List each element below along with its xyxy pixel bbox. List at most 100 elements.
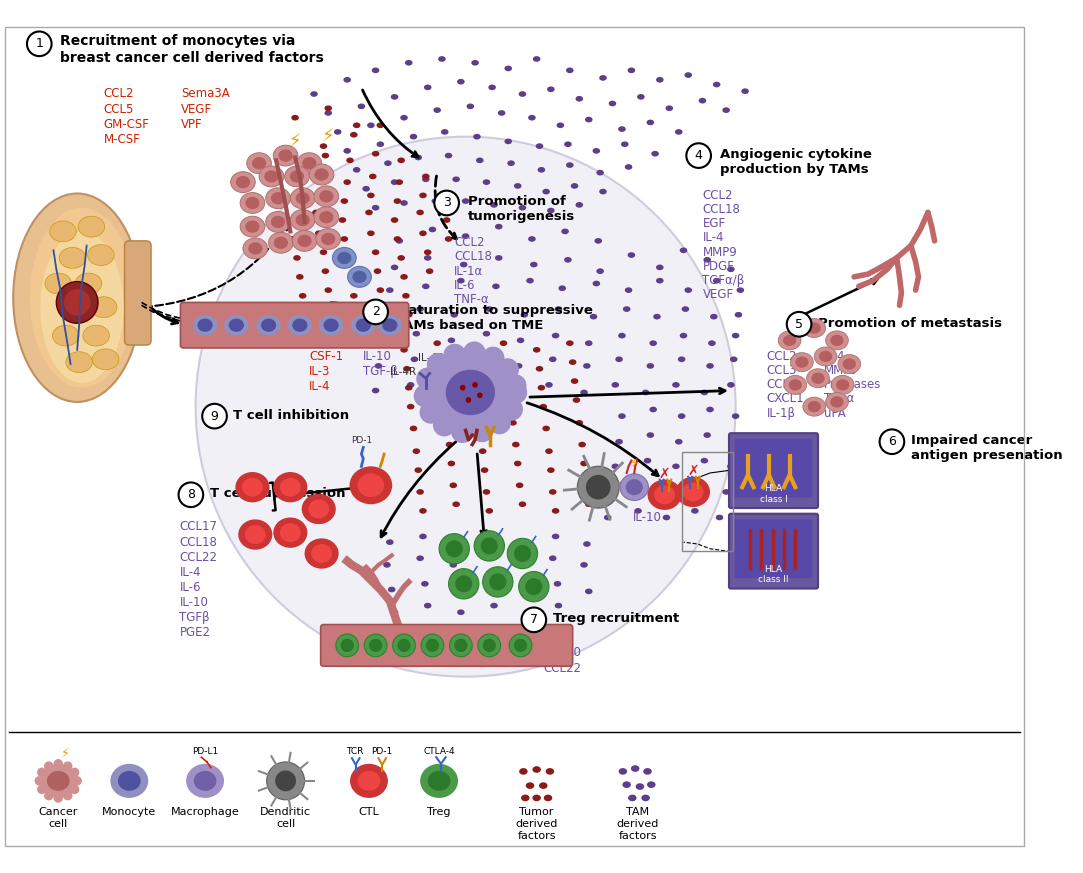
- Ellipse shape: [554, 602, 562, 608]
- Ellipse shape: [423, 85, 431, 90]
- Ellipse shape: [609, 489, 616, 495]
- Text: 9: 9: [210, 409, 219, 423]
- Ellipse shape: [287, 315, 312, 335]
- Ellipse shape: [422, 174, 430, 179]
- Ellipse shape: [543, 189, 550, 195]
- Ellipse shape: [808, 322, 821, 333]
- Ellipse shape: [397, 255, 405, 261]
- Ellipse shape: [543, 426, 550, 431]
- Ellipse shape: [401, 200, 408, 206]
- Text: Monocyte: Monocyte: [102, 808, 156, 817]
- Ellipse shape: [628, 794, 637, 801]
- Text: CCL18: CCL18: [180, 535, 218, 548]
- Ellipse shape: [621, 474, 649, 500]
- Ellipse shape: [423, 255, 431, 261]
- Ellipse shape: [519, 91, 526, 97]
- Ellipse shape: [397, 157, 405, 163]
- Circle shape: [446, 540, 462, 557]
- Circle shape: [504, 375, 526, 397]
- Ellipse shape: [290, 188, 315, 209]
- Text: ⚡: ⚡: [62, 746, 70, 760]
- Ellipse shape: [621, 141, 628, 147]
- Ellipse shape: [703, 432, 710, 438]
- Ellipse shape: [246, 221, 260, 233]
- Ellipse shape: [779, 331, 801, 350]
- Ellipse shape: [40, 231, 123, 383]
- Ellipse shape: [433, 107, 441, 113]
- Circle shape: [478, 634, 500, 656]
- Ellipse shape: [357, 771, 380, 791]
- Ellipse shape: [296, 192, 310, 204]
- Circle shape: [421, 634, 444, 656]
- Ellipse shape: [391, 179, 399, 185]
- Ellipse shape: [729, 439, 736, 444]
- Ellipse shape: [13, 194, 141, 402]
- Ellipse shape: [519, 768, 527, 774]
- Ellipse shape: [357, 104, 365, 109]
- Ellipse shape: [436, 360, 444, 365]
- Text: 3: 3: [443, 196, 451, 210]
- Ellipse shape: [625, 164, 632, 170]
- Ellipse shape: [371, 250, 379, 255]
- Ellipse shape: [675, 439, 682, 444]
- Ellipse shape: [439, 56, 446, 62]
- Ellipse shape: [481, 467, 488, 473]
- Text: Tumor
derived
factors: Tumor derived factors: [516, 808, 558, 841]
- Ellipse shape: [471, 60, 479, 65]
- Ellipse shape: [512, 442, 520, 447]
- Text: T cell inhibition: T cell inhibition: [234, 409, 350, 422]
- Ellipse shape: [656, 77, 664, 83]
- Text: Maturation to suppressive
TAMs based on TME: Maturation to suppressive TAMs based on …: [394, 305, 592, 333]
- Ellipse shape: [597, 170, 604, 175]
- Ellipse shape: [296, 274, 303, 279]
- Ellipse shape: [78, 217, 105, 237]
- Ellipse shape: [377, 141, 384, 147]
- Ellipse shape: [88, 244, 114, 265]
- Ellipse shape: [675, 129, 682, 134]
- Ellipse shape: [382, 319, 397, 332]
- Ellipse shape: [443, 217, 451, 223]
- Ellipse shape: [402, 293, 409, 299]
- Ellipse shape: [378, 315, 402, 335]
- Ellipse shape: [507, 161, 514, 166]
- Ellipse shape: [673, 464, 680, 469]
- Circle shape: [44, 791, 53, 801]
- Ellipse shape: [819, 351, 832, 362]
- Text: HLA
class II: HLA class II: [758, 565, 788, 584]
- Ellipse shape: [433, 340, 441, 346]
- Ellipse shape: [569, 360, 576, 365]
- Ellipse shape: [784, 375, 807, 395]
- Ellipse shape: [265, 211, 290, 232]
- Text: ⚡: ⚡: [630, 457, 639, 470]
- Ellipse shape: [708, 340, 716, 346]
- Ellipse shape: [393, 198, 401, 204]
- Text: IL-3: IL-3: [310, 365, 330, 378]
- Ellipse shape: [566, 67, 574, 73]
- Ellipse shape: [231, 172, 256, 193]
- Ellipse shape: [696, 483, 704, 488]
- Ellipse shape: [481, 356, 488, 362]
- Text: PD-1: PD-1: [351, 436, 373, 444]
- Circle shape: [477, 393, 483, 398]
- Ellipse shape: [635, 508, 642, 513]
- Ellipse shape: [547, 467, 554, 473]
- Ellipse shape: [727, 266, 734, 272]
- Ellipse shape: [673, 382, 680, 388]
- Ellipse shape: [194, 771, 217, 791]
- FancyBboxPatch shape: [321, 624, 573, 666]
- Text: Dendritic
cell: Dendritic cell: [260, 808, 311, 829]
- FancyBboxPatch shape: [734, 519, 812, 578]
- Ellipse shape: [317, 172, 325, 177]
- Circle shape: [514, 639, 527, 652]
- Ellipse shape: [439, 378, 446, 384]
- Ellipse shape: [628, 67, 636, 73]
- Ellipse shape: [374, 268, 381, 274]
- Ellipse shape: [340, 236, 348, 242]
- Ellipse shape: [30, 208, 134, 388]
- Ellipse shape: [457, 609, 465, 615]
- Circle shape: [514, 545, 531, 562]
- Ellipse shape: [350, 466, 392, 505]
- Text: CCL18: CCL18: [767, 378, 805, 391]
- Ellipse shape: [612, 464, 619, 469]
- Ellipse shape: [39, 764, 77, 798]
